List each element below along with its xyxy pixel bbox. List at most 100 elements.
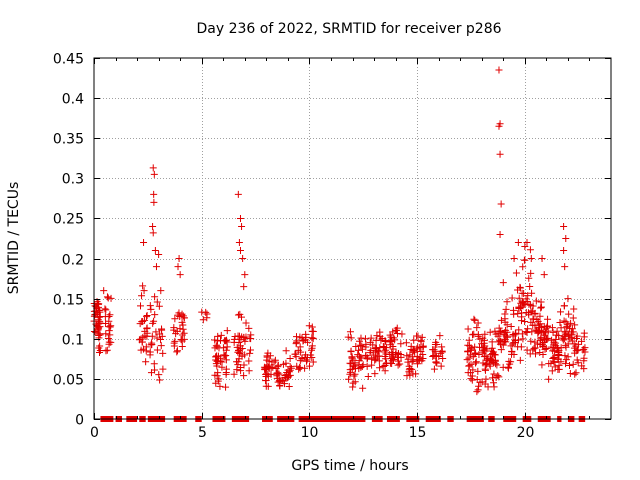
data-point <box>490 348 498 356</box>
data-point <box>296 363 304 371</box>
data-point <box>541 345 549 353</box>
data-point <box>149 164 157 172</box>
data-point <box>155 302 163 310</box>
data-point <box>568 337 576 345</box>
data-point <box>170 324 178 332</box>
data-point <box>560 247 568 255</box>
data-point <box>528 328 536 336</box>
data-point <box>529 302 537 310</box>
data-point <box>389 328 397 336</box>
data-point <box>571 321 579 329</box>
data-point <box>497 327 505 335</box>
data-point <box>580 345 588 353</box>
data-point <box>242 319 250 327</box>
data-point <box>542 344 550 352</box>
x-tick-label: 0 <box>90 425 99 441</box>
data-point <box>213 352 221 360</box>
data-point <box>347 334 355 342</box>
data-point <box>240 372 248 380</box>
data-point <box>106 331 114 339</box>
data-point <box>536 312 544 320</box>
data-point <box>151 311 159 319</box>
data-point <box>356 354 364 362</box>
data-point <box>526 282 534 290</box>
data-point <box>557 324 565 332</box>
data-point <box>222 383 230 391</box>
data-point <box>511 329 519 337</box>
data-point <box>178 331 186 339</box>
data-point <box>95 330 103 338</box>
data-point <box>263 353 271 361</box>
data-point <box>375 357 383 365</box>
data-point <box>522 328 530 336</box>
data-point <box>302 357 310 365</box>
data-point <box>515 294 523 302</box>
data-point <box>262 377 270 385</box>
data-point <box>142 313 150 321</box>
data-point <box>563 323 571 331</box>
data-point <box>102 330 110 338</box>
data-point <box>514 286 522 294</box>
data-point <box>285 368 293 376</box>
data-point <box>107 322 115 330</box>
data-point <box>174 263 182 271</box>
x-tick-labels: 0 5 10 15 20 <box>90 425 534 441</box>
y-tick-label: 0.35 <box>53 132 84 148</box>
data-point <box>562 235 570 242</box>
data-point <box>438 343 446 351</box>
data-point <box>520 256 528 264</box>
data-point <box>274 363 282 371</box>
data-point <box>309 328 317 336</box>
data-point <box>93 311 101 319</box>
data-point <box>545 360 553 368</box>
data-point <box>473 324 481 332</box>
data-point <box>540 271 548 279</box>
data-point <box>507 322 515 330</box>
data-point <box>413 352 421 360</box>
data-point <box>524 292 532 300</box>
data-point <box>372 347 380 355</box>
data-point <box>508 294 516 302</box>
data-point <box>96 342 104 350</box>
data-point <box>514 336 522 344</box>
data-point <box>139 282 147 290</box>
data-point <box>467 346 475 354</box>
data-point <box>345 375 353 383</box>
data-point <box>417 347 425 355</box>
data-point <box>520 289 528 297</box>
data-point <box>562 360 570 368</box>
data-point <box>293 337 301 345</box>
data-point <box>467 375 475 383</box>
data-point <box>504 364 512 372</box>
data-point <box>307 351 315 359</box>
x-tick-label: 20 <box>517 425 535 441</box>
data-point <box>137 346 145 354</box>
data-point <box>569 314 577 322</box>
data-point <box>148 332 156 340</box>
data-point <box>473 388 481 396</box>
data-point <box>515 326 523 334</box>
data-point <box>234 190 242 198</box>
data-point <box>561 352 569 360</box>
data-point <box>217 331 225 339</box>
data-point <box>376 364 384 372</box>
data-point <box>140 287 148 295</box>
data-point <box>503 298 511 306</box>
data-point <box>298 355 306 363</box>
data-point <box>100 287 108 295</box>
data-point <box>562 341 570 349</box>
data-point <box>536 320 544 328</box>
data-point <box>397 340 405 348</box>
data-point <box>471 316 479 324</box>
data-point <box>548 336 556 344</box>
data-point <box>296 357 304 365</box>
data-point <box>346 328 354 336</box>
data-point <box>104 334 112 342</box>
data-point <box>152 263 160 271</box>
data-point <box>222 370 230 378</box>
data-point <box>557 344 565 352</box>
data-point <box>271 356 279 364</box>
data-point <box>488 338 496 346</box>
data-point <box>359 384 367 392</box>
